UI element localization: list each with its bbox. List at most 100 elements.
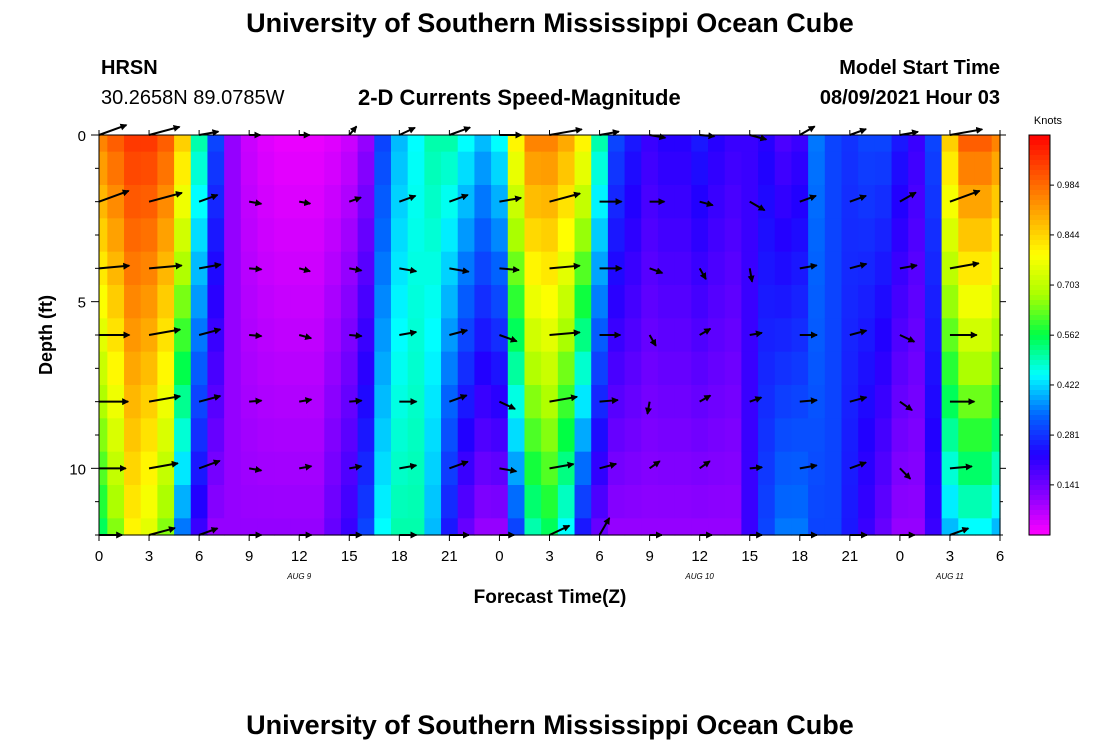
heatmap-cell [974,135,993,153]
colorbar-segment [1029,205,1050,211]
colorbar-segment [1029,495,1050,501]
current-vector [749,134,768,142]
heatmap-cell [591,218,609,253]
heatmap-cell [708,251,726,286]
heatmap-cell [190,151,209,186]
heatmap-cell [858,185,876,219]
current-vector [449,328,469,336]
heatmap-cell [908,151,926,186]
heatmap-cell [240,351,259,386]
heatmap-cell [657,285,676,319]
colorbar-segment [1029,425,1050,431]
heatmap-cell [207,251,225,286]
heatmap-cell [657,385,676,419]
heatmap-cell [891,418,909,453]
heatmap-cell [858,518,876,536]
colorbar-segment [1029,395,1050,401]
heatmap-cell [741,135,759,153]
heatmap-cell [390,151,409,186]
heatmap-cell [491,135,509,153]
heatmap-cell [708,151,726,186]
current-vector [499,466,518,474]
heatmap-cell [724,185,742,219]
heatmap-cell [491,518,509,536]
heatmap-cell [124,218,142,253]
heatmap-cell [858,351,876,386]
colorbar-segment [1029,145,1050,151]
heatmap-cell [424,518,442,536]
heatmap-cell [624,351,642,386]
heatmap-cell [257,485,275,519]
heatmap-cell [541,485,559,519]
heatmap-cell [190,285,209,319]
colorbar-segment [1029,370,1050,376]
heatmap-cell [624,135,642,153]
heatmap-cell [524,251,542,286]
current-vector [198,262,222,270]
heatmap-cell [224,351,242,386]
heatmap-cell [974,518,993,536]
heatmap-cell [157,251,175,286]
heatmap-cell [157,451,175,486]
heatmap-cell [340,518,359,536]
heatmap-cell [941,135,959,153]
current-vector [398,126,416,136]
heatmap-cell [240,418,259,453]
heatmap-cell [140,218,158,253]
heatmap-cell [157,351,175,386]
heatmap-cell [741,151,759,186]
heatmap-cell [390,418,409,453]
heatmap-cell [307,385,325,419]
current-vector [699,327,712,336]
heatmap-cell [708,451,726,486]
heatmap-cell [541,135,559,153]
heatmap-cell [941,351,959,386]
heatmap-cell [174,518,192,536]
heatmap-cell [324,351,342,386]
heatmap-cell [841,351,859,386]
current-vector [349,332,363,340]
heatmap-cell [357,318,375,353]
heatmap-cell [340,351,359,386]
colorbar-segment [1029,465,1050,471]
heatmap-cell [808,218,826,253]
heatmap-cell [991,451,1001,486]
heatmap-cell [390,218,409,253]
heatmap-cell [724,318,742,353]
heatmap-cell [457,285,476,319]
colorbar-segment [1029,330,1050,336]
heatmap-cell [624,285,642,319]
heatmap-cell [424,318,442,353]
colorbar-segment [1029,225,1050,231]
heatmap-cell [924,285,943,319]
current-vector [549,262,581,270]
current-vector [699,460,711,470]
colorbar-segment [1029,315,1050,321]
current-vector [645,401,652,415]
heatmap-cell [808,285,826,319]
heatmap-cell [758,418,776,453]
heatmap-cell [674,485,692,519]
heatmap-cell [657,318,676,353]
colorbar-segment [1029,450,1050,456]
heatmap-cell [474,351,492,386]
heatmap-cell [874,485,893,519]
heatmap-cell [374,251,392,286]
heatmap-cell [441,518,459,536]
station-coordinates: 30.2658N 89.0785W [101,87,285,109]
heatmap-cell [607,285,626,319]
heatmap-cell [958,485,976,519]
current-vector [949,463,973,471]
date-label: AUG 10 [684,572,714,581]
heatmap-cell [908,185,926,219]
x-tick-label: 6 [195,548,203,565]
heatmap-cell [657,418,676,453]
heatmap-cell [507,418,526,453]
heatmap-cell [99,218,108,253]
heatmap-cell [407,485,425,519]
heatmap-cell [524,135,542,153]
current-vector [299,463,313,471]
heatmap-cell [274,185,292,219]
current-vector [549,461,575,470]
heatmap-cell [324,251,342,286]
